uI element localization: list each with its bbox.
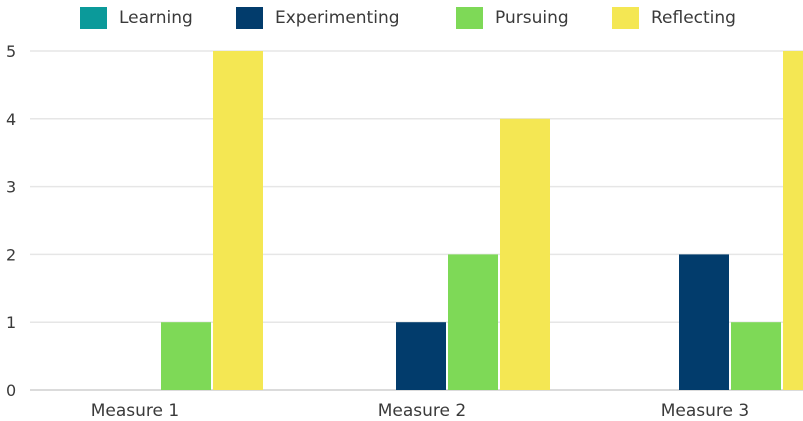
legend-swatch-experimenting (236, 7, 263, 29)
bar-pursuing-measure-2 (448, 254, 498, 390)
y-tick-label: 1 (6, 313, 16, 332)
legend-swatch-learning (80, 7, 107, 29)
legend-label-pursuing: Pursuing (495, 8, 569, 28)
legend-item-learning: Learning (80, 4, 193, 32)
legend-swatch-pursuing (456, 7, 483, 29)
y-tick-label: 5 (6, 42, 16, 61)
bar-pursuing-measure-1 (161, 322, 211, 390)
y-tick-label: 2 (6, 245, 16, 264)
bar-experimenting-measure-3 (679, 254, 729, 390)
legend-swatch-reflecting (612, 7, 639, 29)
legend-label-reflecting: Reflecting (651, 8, 736, 28)
y-axis-ticks: 0 1 2 3 4 5 (6, 42, 16, 400)
bar-pursuing-measure-3 (731, 322, 781, 390)
bar-experimenting-measure-2 (396, 322, 446, 390)
x-axis-ticks: Measure 1 Measure 2 Measure 3 (91, 401, 749, 421)
bar-reflecting-measure-3 (783, 51, 803, 390)
x-tick-label: Measure 3 (661, 401, 749, 421)
legend-item-pursuing: Pursuing (456, 4, 569, 32)
legend-item-experimenting: Experimenting (236, 4, 400, 32)
legend-label-learning: Learning (119, 8, 193, 28)
y-tick-label: 3 (6, 178, 16, 197)
y-tick-label: 0 (6, 381, 16, 400)
x-tick-label: Measure 2 (378, 401, 466, 421)
x-tick-label: Measure 1 (91, 401, 179, 421)
bars (161, 51, 803, 391)
bar-reflecting-measure-2 (500, 118, 550, 391)
chart-legend: Learning Experimenting Pursuing Reflecti… (0, 4, 803, 32)
y-tick-label: 4 (6, 110, 16, 129)
bar-reflecting-measure-1 (213, 51, 263, 390)
legend-label-experimenting: Experimenting (275, 8, 400, 28)
legend-item-reflecting: Reflecting (612, 4, 736, 32)
